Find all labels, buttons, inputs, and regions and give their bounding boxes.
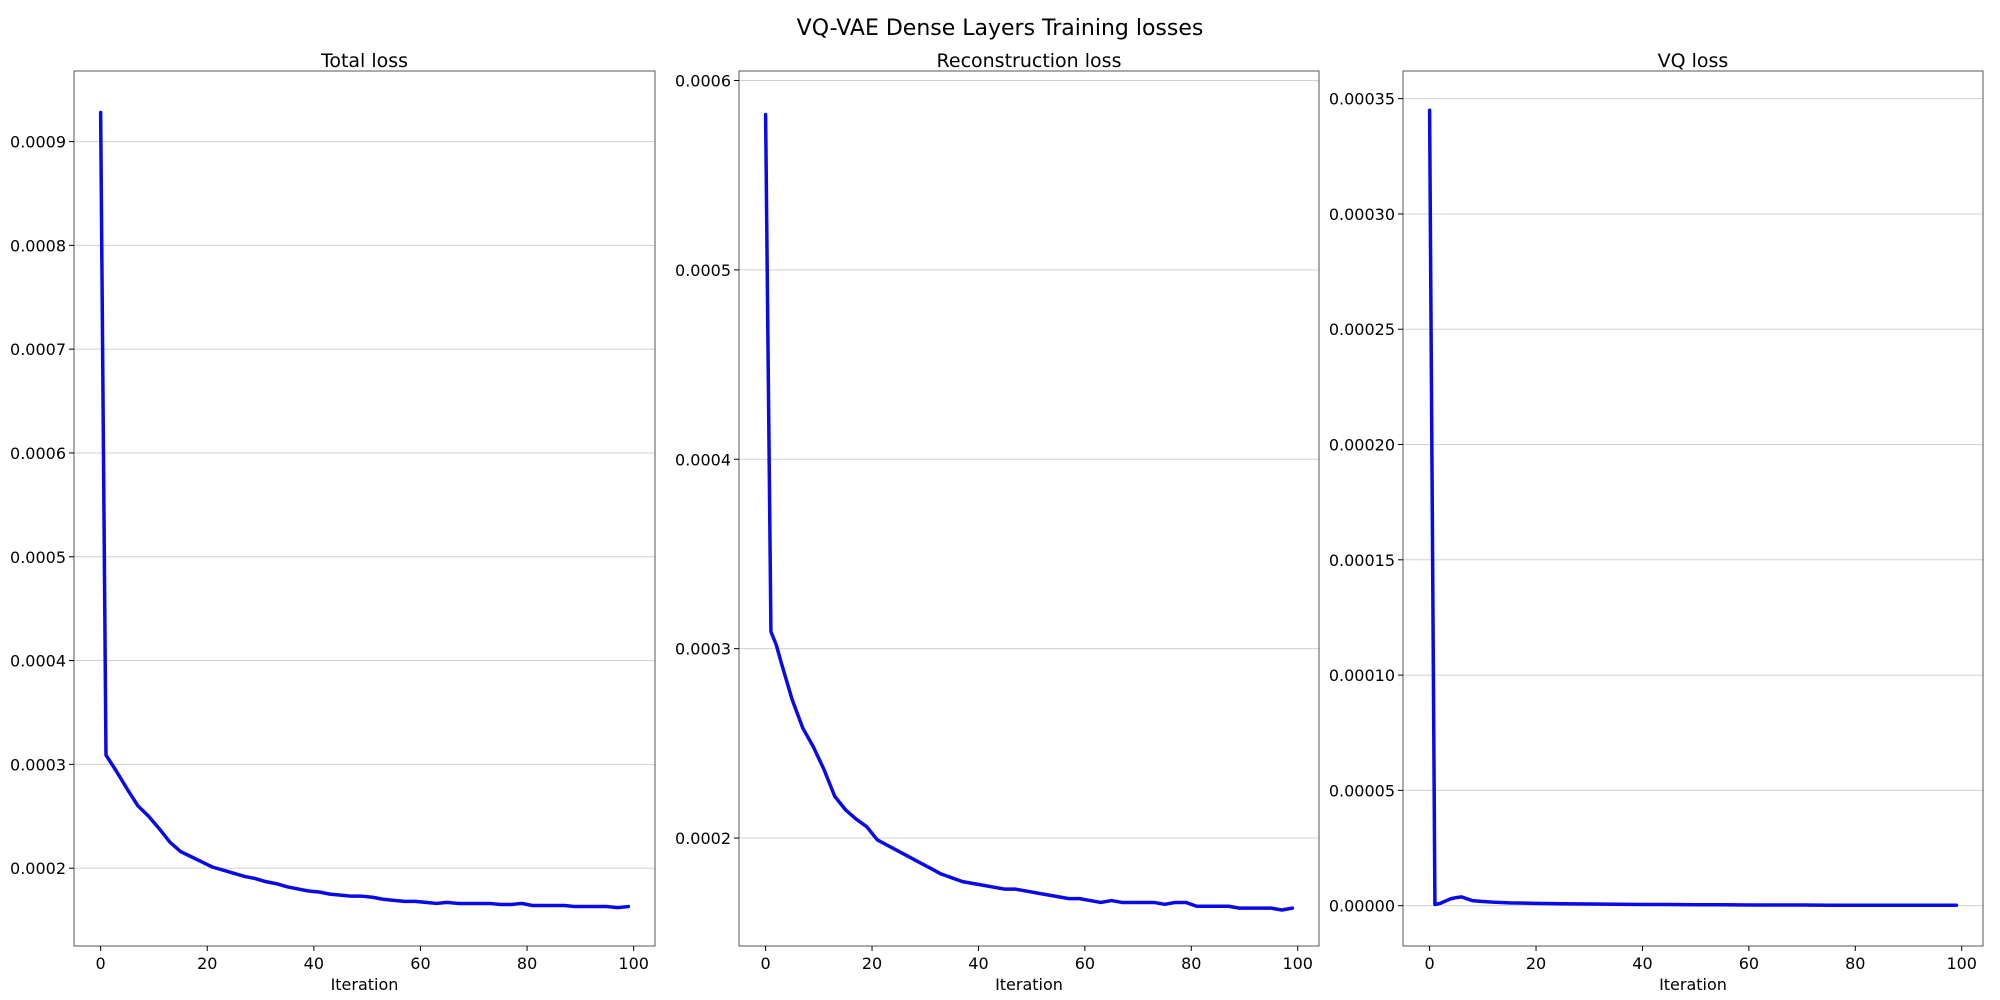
- x-tick-label: 80: [1845, 954, 1865, 973]
- y-tick-label: 0.00035: [1329, 90, 1395, 109]
- y-tick-label: 0.0002: [10, 859, 66, 878]
- axes-frame: [738, 70, 1320, 947]
- y-tick-label: 0.0008: [10, 236, 66, 255]
- axes-frame: [1402, 70, 1984, 947]
- x-tick-label: 80: [517, 954, 537, 973]
- x-axis-label: Iteration: [995, 975, 1063, 994]
- x-tick-label: 40: [968, 954, 988, 973]
- x-tick-label: 20: [1526, 954, 1546, 973]
- loss-series-line: [98, 110, 631, 910]
- y-tick-label: 0.0002: [675, 829, 731, 848]
- y-tick-label: 0.0006: [675, 71, 731, 90]
- y-tick-label: 0.0005: [10, 548, 66, 567]
- x-tick-label: 60: [1739, 954, 1759, 973]
- y-tick-label: 0.00005: [1329, 781, 1395, 800]
- figure-suptitle: VQ-VAE Dense Layers Training losses: [797, 16, 1204, 41]
- y-tick-label: 0.0005: [675, 261, 731, 280]
- x-tick-label: 20: [197, 954, 217, 973]
- y-tick-label: 0.00010: [1329, 666, 1395, 685]
- y-tick-label: 0.0003: [675, 640, 731, 659]
- chart-panel-total-loss: 0.0002 0.0003 0.0004 0.0005 0.0006 0.0007 0.00…: [10, 50, 656, 994]
- x-tick-label: 40: [304, 954, 324, 973]
- x-tick-label: 100: [1946, 954, 1977, 973]
- y-tick-label: 0.0006: [10, 444, 66, 463]
- chart-title: Reconstruction loss: [937, 50, 1122, 72]
- x-tick-label: 20: [862, 954, 882, 973]
- y-tick-label: 0.0004: [675, 450, 731, 469]
- loss-series-line: [763, 112, 1295, 912]
- y-tick-label: 0.00030: [1329, 205, 1395, 224]
- x-tick-label: 0: [761, 954, 771, 973]
- x-tick-label: 0: [1425, 954, 1435, 973]
- axes-frame: [73, 70, 656, 947]
- x-axis-label: Iteration: [331, 975, 399, 994]
- x-tick-label: 0: [96, 954, 106, 973]
- y-tick-label: 0.00025: [1329, 320, 1395, 339]
- chart-panels: 0.0002 0.0003 0.0004 0.0005 0.0006 0.0007 0.00…: [10, 50, 1984, 994]
- loss-series-line: [1427, 108, 1959, 907]
- x-axis-label: Iteration: [1659, 975, 1727, 994]
- y-tick-label: 0.0007: [10, 340, 66, 359]
- y-tick-label: 0.00015: [1329, 551, 1395, 570]
- x-tick-label: 60: [1075, 954, 1095, 973]
- x-tick-label: 80: [1181, 954, 1201, 973]
- x-tick-label: 60: [410, 954, 430, 973]
- y-tick-label: 0.0009: [10, 133, 66, 152]
- y-tick-label: 0.00020: [1329, 436, 1395, 455]
- x-tick-label: 100: [1282, 954, 1313, 973]
- x-tick-label: 100: [618, 954, 649, 973]
- y-tick-label: 0.0004: [10, 652, 66, 671]
- y-tick-label: 0.0003: [10, 755, 66, 774]
- chart-panel-reconstruction-loss: 0.0002 0.0003 0.0004 0.0005 0.0006 0 20 40 60 80 1…: [675, 50, 1320, 994]
- chart-title: VQ loss: [1658, 50, 1729, 72]
- chart-title: Total loss: [320, 50, 408, 72]
- y-tick-label: 0.00000: [1329, 897, 1395, 916]
- x-tick-label: 40: [1632, 954, 1652, 973]
- chart-panel-vq-loss: 0.00000 0.00005 0.00010 0.00015 0.00020 0.000…: [1329, 50, 1984, 994]
